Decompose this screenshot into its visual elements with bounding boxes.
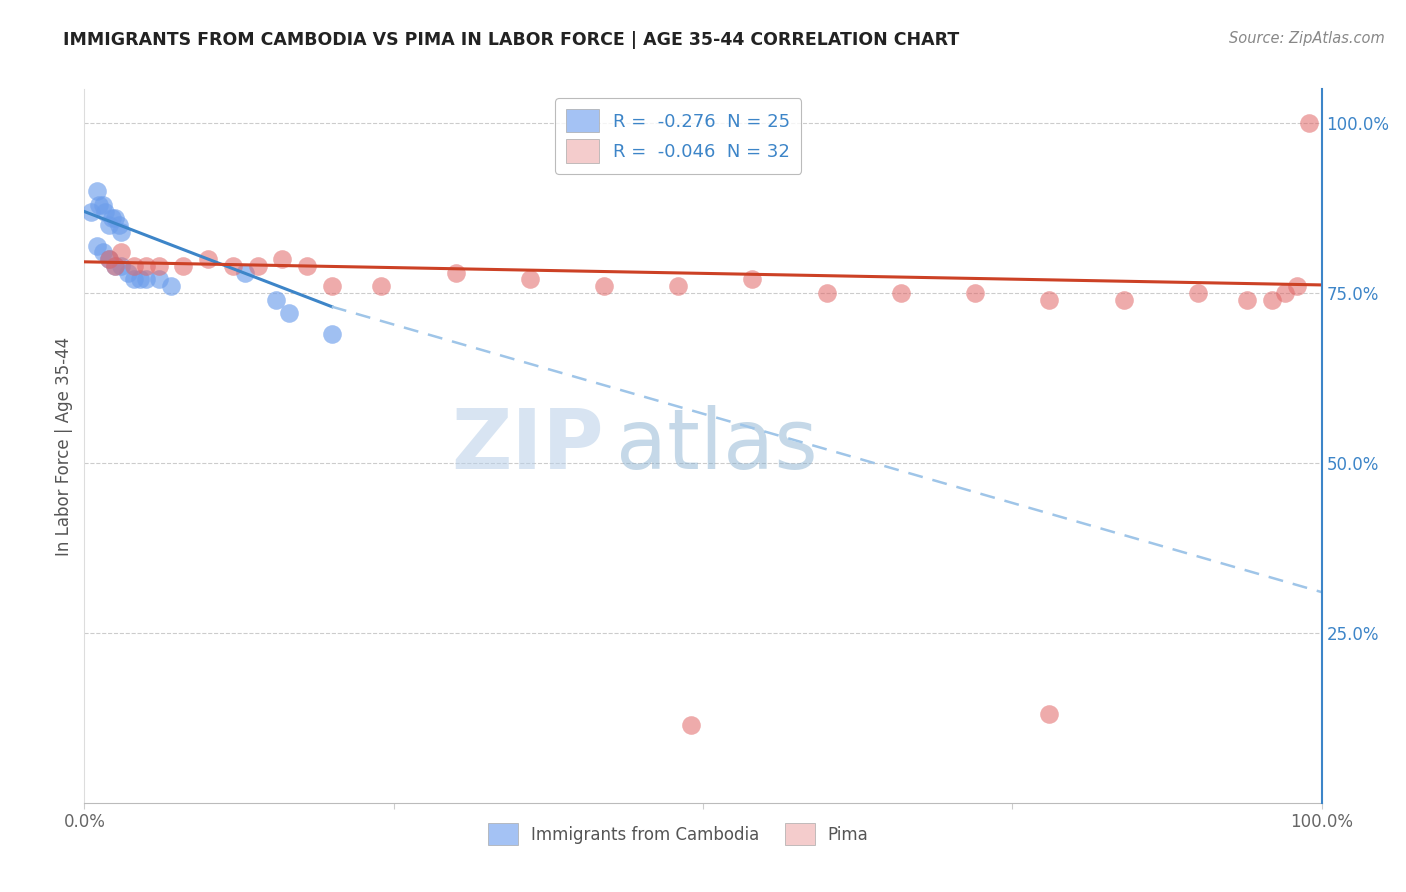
- Point: [122, 259, 145, 273]
- Point: [104, 259, 127, 273]
- Point: [277, 306, 299, 320]
- Point: [91, 245, 114, 260]
- Point: [197, 252, 219, 266]
- Point: [222, 259, 245, 273]
- Point: [98, 218, 121, 232]
- Point: [1285, 279, 1308, 293]
- Point: [135, 272, 157, 286]
- Point: [741, 272, 763, 286]
- Legend: R =  -0.276  N = 25, R =  -0.046  N = 32: R = -0.276 N = 25, R = -0.046 N = 32: [555, 98, 801, 174]
- Point: [108, 218, 131, 232]
- Point: [271, 252, 294, 266]
- Point: [666, 279, 689, 293]
- Point: [246, 259, 269, 273]
- Point: [1298, 116, 1320, 130]
- Point: [98, 252, 121, 266]
- Point: [135, 259, 157, 273]
- Point: [264, 293, 287, 307]
- Point: [91, 198, 114, 212]
- Point: [444, 266, 467, 280]
- Y-axis label: In Labor Force | Age 35-44: In Labor Force | Age 35-44: [55, 336, 73, 556]
- Point: [679, 717, 702, 731]
- Point: [1112, 293, 1135, 307]
- Point: [86, 184, 108, 198]
- Point: [370, 279, 392, 293]
- Point: [100, 211, 122, 226]
- Point: [122, 272, 145, 286]
- Point: [148, 272, 170, 286]
- Point: [1261, 293, 1284, 307]
- Point: [104, 211, 127, 226]
- Point: [1038, 707, 1060, 722]
- Text: IMMIGRANTS FROM CAMBODIA VS PIMA IN LABOR FORCE | AGE 35-44 CORRELATION CHART: IMMIGRANTS FROM CAMBODIA VS PIMA IN LABO…: [63, 31, 959, 49]
- Point: [890, 286, 912, 301]
- Point: [1274, 286, 1296, 301]
- Point: [98, 252, 121, 266]
- Point: [94, 204, 117, 219]
- Point: [519, 272, 541, 286]
- Point: [117, 266, 139, 280]
- Point: [160, 279, 183, 293]
- Point: [233, 266, 256, 280]
- Point: [110, 225, 132, 239]
- Point: [321, 326, 343, 341]
- Point: [148, 259, 170, 273]
- Point: [321, 279, 343, 293]
- Point: [1236, 293, 1258, 307]
- Point: [593, 279, 616, 293]
- Point: [1187, 286, 1209, 301]
- Point: [129, 272, 152, 286]
- Point: [295, 259, 318, 273]
- Point: [965, 286, 987, 301]
- Point: [110, 259, 132, 273]
- Point: [79, 204, 101, 219]
- Point: [172, 259, 194, 273]
- Point: [1038, 293, 1060, 307]
- Point: [104, 259, 127, 273]
- Point: [815, 286, 838, 301]
- Text: Source: ZipAtlas.com: Source: ZipAtlas.com: [1229, 31, 1385, 46]
- Text: atlas: atlas: [616, 406, 818, 486]
- Point: [86, 238, 108, 252]
- Point: [110, 245, 132, 260]
- Point: [89, 198, 111, 212]
- Text: ZIP: ZIP: [451, 406, 605, 486]
